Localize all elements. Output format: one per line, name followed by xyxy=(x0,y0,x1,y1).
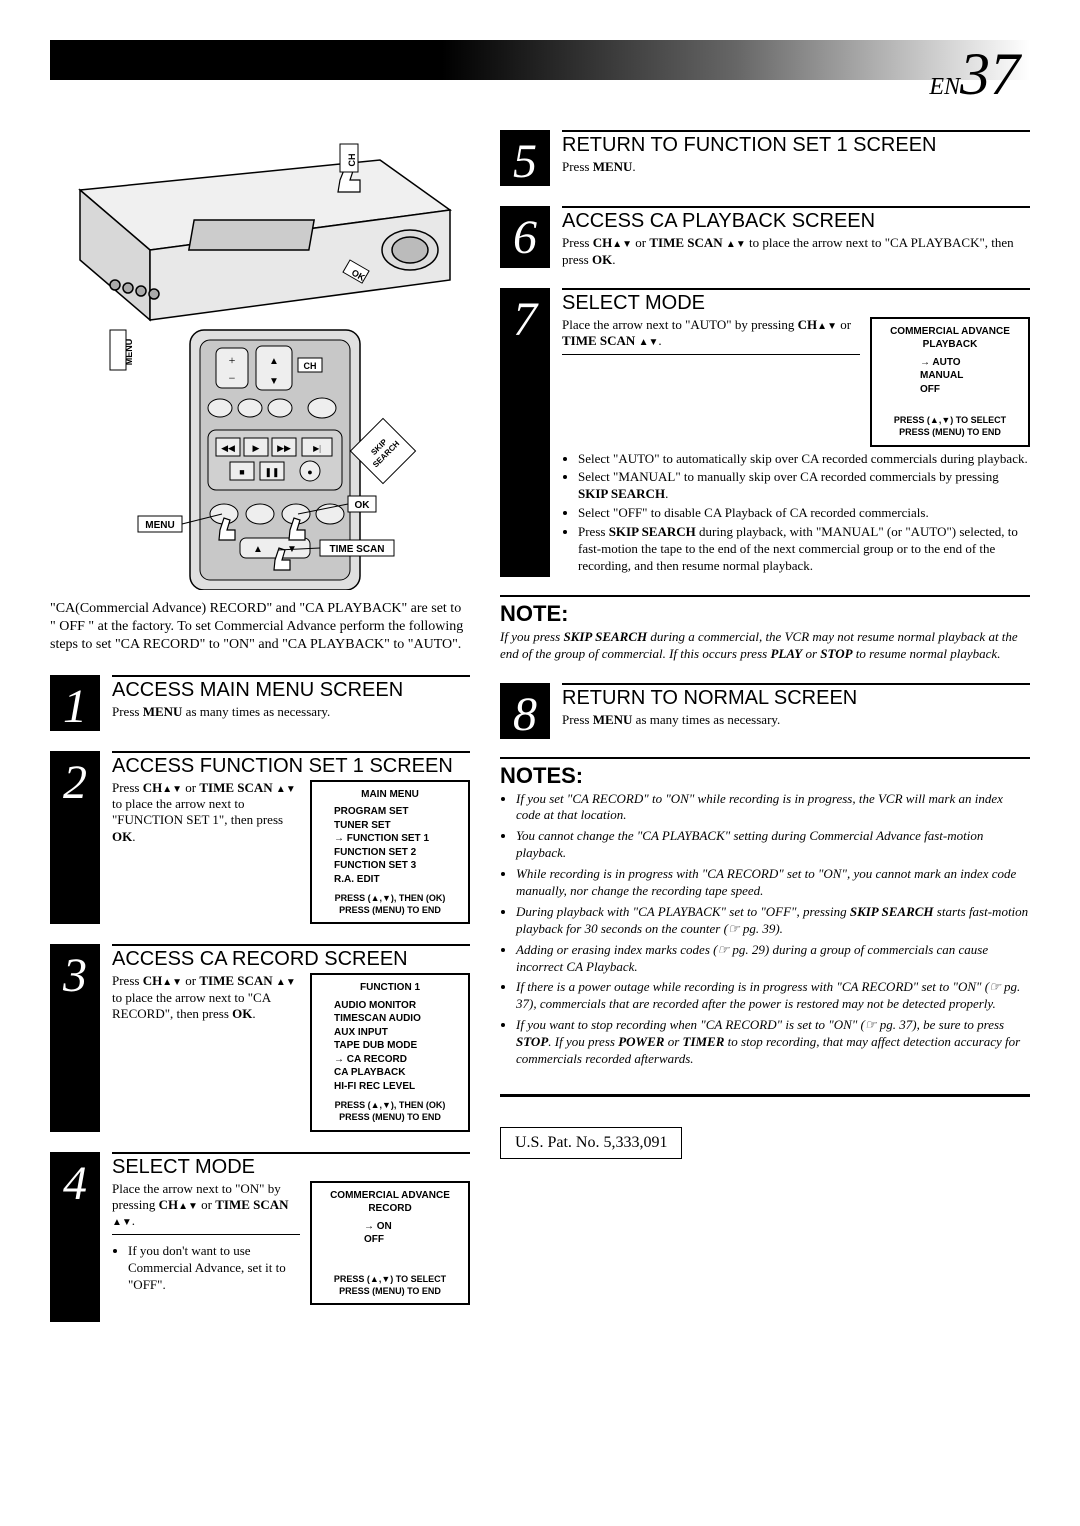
step-6: 6 ACCESS CA PLAYBACK SCREEN Press CH or … xyxy=(500,206,1030,268)
ca-record-screen: COMMERCIAL ADVANCE RECORD → ONOFF PRESS … xyxy=(310,1181,470,1305)
menu-items: → ONOFF xyxy=(364,1220,460,1247)
svg-text:CH: CH xyxy=(347,154,357,167)
step-text: Press MENU as many times as necessary. xyxy=(112,704,470,720)
ca-playback-screen: COMMERCIAL ADVANCE PLAYBACK → AUTOMANUAL… xyxy=(870,317,1030,447)
step-text: Press MENU as many times as necessary. xyxy=(562,712,1030,728)
step-number: 6 xyxy=(513,214,537,262)
svg-text:−: − xyxy=(229,371,236,385)
step-title: SELECT MODE xyxy=(562,288,1030,315)
step-bullet: If you don't want to use Commercial Adva… xyxy=(128,1243,300,1294)
menu-title: MAIN MENU xyxy=(320,788,460,802)
menu-footer: PRESS (MENU) TO END xyxy=(320,1285,460,1297)
step-number: 3 xyxy=(63,952,87,1000)
menu-title: COMMERCIAL ADVANCE PLAYBACK xyxy=(880,325,1020,352)
step-title: ACCESS FUNCTION SET 1 SCREEN xyxy=(112,751,470,778)
step-number: 2 xyxy=(63,759,87,807)
step-text: Press CH or TIME SCAN to place the arrow… xyxy=(112,973,300,1131)
step-text: Press CH or TIME SCAN to place the arrow… xyxy=(562,235,1030,268)
svg-text:▲: ▲ xyxy=(253,544,263,555)
svg-text:●: ● xyxy=(307,467,312,477)
step-5: 5 RETURN TO FUNCTION SET 1 SCREEN Press … xyxy=(500,130,1030,186)
svg-text:MENU: MENU xyxy=(124,339,134,366)
page-number: EN37 xyxy=(929,40,1020,109)
step-title: RETURN TO NORMAL SCREEN xyxy=(562,683,1030,710)
step-1: 1 ACCESS MAIN MENU SCREEN Press MENU as … xyxy=(50,675,470,731)
menu-footer: PRESS (MENU) TO END xyxy=(320,1111,460,1123)
step-number: 4 xyxy=(63,1160,87,1208)
step-title: ACCESS CA PLAYBACK SCREEN xyxy=(562,206,1030,233)
step-title: ACCESS CA RECORD SCREEN xyxy=(112,944,470,971)
step-title: ACCESS MAIN MENU SCREEN xyxy=(112,675,470,702)
right-column: 5 RETURN TO FUNCTION SET 1 SCREEN Press … xyxy=(500,130,1030,1322)
svg-text:■: ■ xyxy=(239,467,244,477)
step-bullets: Select "AUTO" to automatically skip over… xyxy=(562,451,1030,575)
step-text: Place the arrow next to "AUTO" by pressi… xyxy=(562,317,860,447)
intro-text: "CA(Commercial Advance) RECORD" and "CA … xyxy=(50,600,470,655)
step-text: Press CH or TIME SCAN to place the arrow… xyxy=(112,780,300,925)
svg-text:▲: ▲ xyxy=(269,356,279,367)
step-title: SELECT MODE xyxy=(112,1152,470,1179)
step-4: 4 SELECT MODE Place the arrow next to "O… xyxy=(50,1152,470,1322)
menu-title: FUNCTION 1 xyxy=(320,981,460,995)
step-text: Press MENU. xyxy=(562,159,1030,175)
page-num: 37 xyxy=(960,41,1020,107)
svg-text:▶▶: ▶▶ xyxy=(277,443,291,453)
step-2: 2 ACCESS FUNCTION SET 1 SCREEN Press CH … xyxy=(50,751,470,925)
notes-list: If you set "CA RECORD" to "ON" while rec… xyxy=(500,791,1030,1068)
menu-title: COMMERCIAL ADVANCE RECORD xyxy=(320,1189,460,1216)
svg-text:❚❚: ❚❚ xyxy=(264,467,279,478)
menu-footer: PRESS (MENU) TO END xyxy=(320,904,460,916)
svg-text:OK: OK xyxy=(355,500,371,511)
note-heading: NOTE: xyxy=(500,595,1030,627)
vcr-illustration: CH OK MENU ▲ ▼ C xyxy=(50,130,470,590)
main-menu-screen: MAIN MENU PROGRAM SETTUNER SET→ FUNCTION… xyxy=(310,780,470,925)
page-prefix: EN xyxy=(929,74,960,100)
svg-text:CH: CH xyxy=(304,361,317,371)
patent-box: U.S. Pat. No. 5,333,091 xyxy=(500,1127,682,1159)
step-text: Place the arrow next to "ON" by pressing… xyxy=(112,1181,300,1305)
svg-text:+: + xyxy=(229,353,236,367)
function-menu-screen: FUNCTION 1 AUDIO MONITORTIMESCAN AUDIOAU… xyxy=(310,973,470,1131)
header-gradient xyxy=(50,40,1030,80)
menu-footer: PRESS (▲,▼), THEN (OK) xyxy=(320,1099,460,1111)
svg-text:◀◀: ◀◀ xyxy=(221,443,235,453)
step-3: 3 ACCESS CA RECORD SCREEN Press CH or TI… xyxy=(50,944,470,1131)
step-title: RETURN TO FUNCTION SET 1 SCREEN xyxy=(562,130,1030,157)
step-number: 7 xyxy=(513,296,537,344)
svg-text:▶|: ▶| xyxy=(313,444,321,453)
menu-items: PROGRAM SETTUNER SET→ FUNCTION SET 1FUNC… xyxy=(334,805,460,886)
svg-text:▼: ▼ xyxy=(269,376,279,387)
svg-text:MENU: MENU xyxy=(145,520,174,531)
step-number: 8 xyxy=(513,691,537,739)
footer-rule xyxy=(500,1094,1030,1097)
step-7: 7 SELECT MODE Place the arrow next to "A… xyxy=(500,288,1030,577)
step-number: 1 xyxy=(63,683,87,731)
manual-page: EN37 xyxy=(0,0,1080,1362)
svg-text:TIME SCAN: TIME SCAN xyxy=(330,544,385,555)
menu-footer: PRESS (▲,▼) TO SELECT xyxy=(320,1273,460,1285)
step-number: 5 xyxy=(513,138,537,186)
menu-items: → AUTOMANUALOFF xyxy=(920,356,1020,397)
notes-heading: NOTES: xyxy=(500,757,1030,789)
svg-text:▶: ▶ xyxy=(253,443,260,453)
menu-items: AUDIO MONITORTIMESCAN AUDIOAUX INPUTTAPE… xyxy=(334,999,460,1094)
menu-footer: PRESS (MENU) TO END xyxy=(880,426,1020,438)
step-8: 8 RETURN TO NORMAL SCREEN Press MENU as … xyxy=(500,683,1030,739)
menu-footer: PRESS (▲,▼) TO SELECT xyxy=(880,414,1020,426)
left-column: CH OK MENU ▲ ▼ C xyxy=(50,130,470,1322)
note-text: If you press SKIP SEARCH during a commer… xyxy=(500,629,1030,663)
menu-footer: PRESS (▲,▼), THEN (OK) xyxy=(320,892,460,904)
